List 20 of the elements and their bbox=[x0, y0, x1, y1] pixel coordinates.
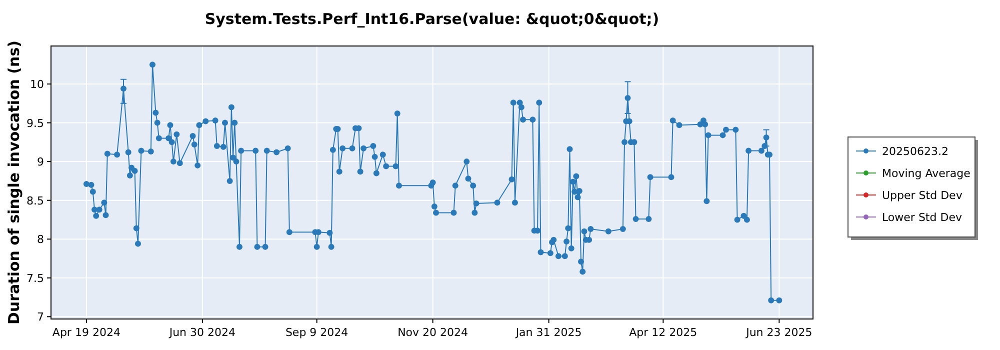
legend-label: 20250623.2 bbox=[882, 145, 948, 158]
x-tick-label: Jun 23 2025 bbox=[745, 326, 812, 339]
y-tick-label: 8 bbox=[37, 233, 44, 246]
y-axis-title: Duration of single invocation (ns) bbox=[5, 40, 23, 324]
y-tick-label: 9 bbox=[37, 156, 44, 169]
x-tick-label: Sep 9 2024 bbox=[285, 326, 348, 339]
y-tick-label: 9.5 bbox=[26, 116, 44, 130]
legend-label: Lower Std Dev bbox=[882, 211, 962, 224]
legend-label: Upper Std Dev bbox=[882, 189, 963, 202]
y-tick-label: 8.5 bbox=[26, 194, 44, 208]
legend-label: Moving Average bbox=[882, 167, 971, 180]
chart-title: System.Tests.Perf_Int16.Parse(value: &quot;0&quot;) bbox=[204, 10, 660, 28]
y-tick-label: 7 bbox=[37, 310, 44, 324]
x-tick-label: Jan 31 2025 bbox=[514, 326, 582, 339]
x-tick-label: Apr 19 2024 bbox=[52, 326, 120, 339]
x-tick-label: Nov 20 2024 bbox=[398, 326, 468, 339]
y-tick-label: 10 bbox=[30, 78, 44, 92]
x-tick-label: Apr 12 2025 bbox=[629, 326, 698, 339]
x-tick-label: Jun 30 2024 bbox=[168, 326, 236, 339]
y-tick-label: 7.5 bbox=[26, 272, 44, 285]
